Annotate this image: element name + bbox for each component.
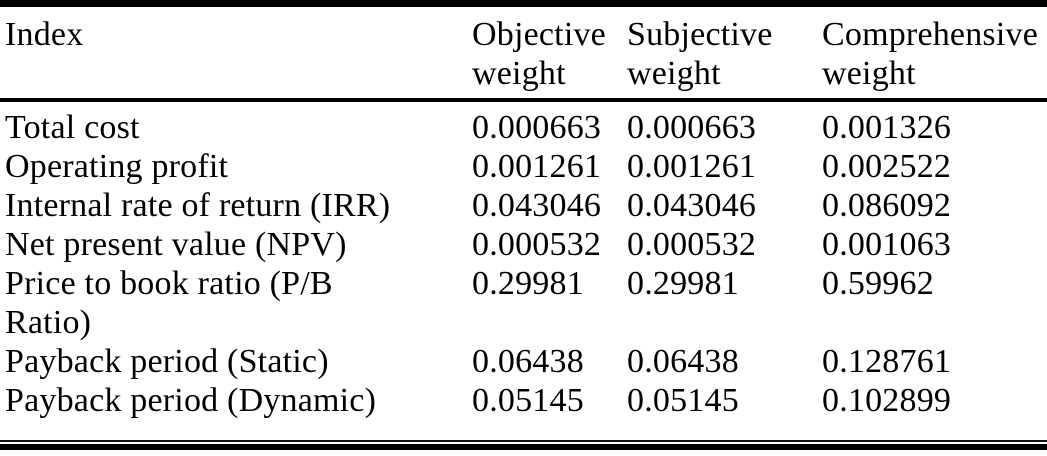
table-top-rule — [0, 0, 1047, 7]
bottom-rule-thick-line — [0, 444, 1047, 450]
subjective-weight-value: 0.043046 — [627, 187, 757, 224]
objective-weight-value: 0.06438 — [472, 343, 584, 380]
column-header-subjective-weight: Subjective weight — [627, 16, 773, 92]
column-header-objective-weight: Objective weight — [472, 16, 606, 92]
table-body: Total cost 0.000663 0.000663 0.001326 Op… — [0, 102, 1047, 420]
subjective-weight-value: 0.06438 — [627, 343, 739, 380]
objective-weight-value: 0.001261 — [472, 148, 602, 185]
table-bottom-rule — [0, 440, 1047, 450]
comprehensive-weight-value: 0.002522 — [822, 148, 952, 185]
row-label: Payback period (Dynamic) — [5, 382, 377, 419]
subjective-weight-value: 0.05145 — [627, 382, 739, 419]
column-header-comprehensive-weight: Comprehensive weight — [822, 16, 1038, 92]
table-row: Price to book ratio (P/B Ratio) 0.29981 … — [0, 264, 1047, 342]
objective-weight-value: 0.05145 — [472, 382, 584, 419]
table-row: Total cost 0.000663 0.000663 0.001326 — [0, 108, 1047, 147]
comprehensive-weight-value: 0.102899 — [822, 382, 952, 419]
comprehensive-weight-value: 0.001326 — [822, 109, 952, 146]
bottom-rule-gap — [0, 442, 1047, 444]
row-label: Operating profit — [5, 148, 229, 185]
table-row: Payback period (Dynamic) 0.05145 0.05145… — [0, 381, 1047, 420]
row-label: Internal rate of return (IRR) — [5, 187, 391, 224]
objective-weight-value: 0.000532 — [472, 226, 602, 263]
comprehensive-weight-value: 0.086092 — [822, 187, 952, 224]
objective-weight-value: 0.29981 — [472, 265, 584, 302]
row-label: Net present value (NPV) — [5, 226, 347, 263]
table-row: Payback period (Static) 0.06438 0.06438 … — [0, 342, 1047, 381]
subjective-weight-value: 0.001261 — [627, 148, 757, 185]
table-row: Internal rate of return (IRR) 0.043046 0… — [0, 186, 1047, 225]
comprehensive-weight-value: 0.001063 — [822, 226, 952, 263]
comprehensive-weight-value: 0.128761 — [822, 343, 952, 380]
table-header-row: Index Objective weight Subjective weight… — [0, 7, 1047, 96]
subjective-weight-value: 0.000663 — [627, 109, 757, 146]
table-row: Operating profit 0.001261 0.001261 0.002… — [0, 147, 1047, 186]
table-header-rule — [0, 98, 1047, 102]
objective-weight-value: 0.000663 — [472, 109, 602, 146]
row-label: Payback period (Static) — [5, 343, 329, 380]
table-row: Net present value (NPV) 0.000532 0.00053… — [0, 225, 1047, 264]
row-label: Total cost — [5, 109, 140, 146]
subjective-weight-value: 0.29981 — [627, 265, 739, 302]
comprehensive-weight-value: 0.59962 — [822, 265, 934, 302]
row-label: Price to book ratio (P/B Ratio) — [5, 265, 333, 341]
bottom-rule-thin-line — [0, 440, 1047, 442]
subjective-weight-value: 0.000532 — [627, 226, 757, 263]
objective-weight-value: 0.043046 — [472, 187, 602, 224]
column-header-index: Index — [5, 16, 84, 53]
